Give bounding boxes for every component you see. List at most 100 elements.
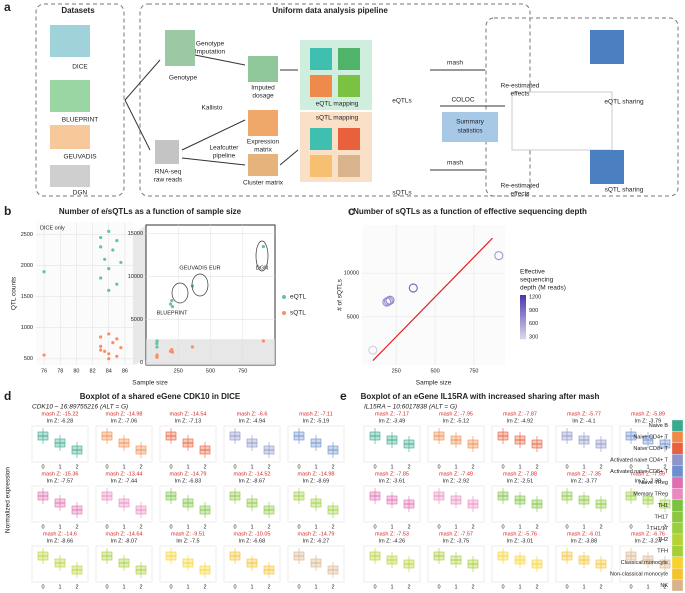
label: Leafcutter bbox=[210, 145, 240, 152]
label: GEUVADIS bbox=[63, 154, 97, 161]
label: depth (M reads) bbox=[520, 285, 566, 292]
label: 5000 bbox=[131, 317, 143, 323]
label: 0 bbox=[501, 464, 504, 470]
label: mash Z: -5.77 bbox=[567, 411, 601, 417]
label: 0 bbox=[437, 584, 440, 590]
label: 2 bbox=[267, 524, 270, 530]
label: 1 bbox=[390, 464, 393, 470]
label: lm Z: -8.07 bbox=[111, 538, 137, 544]
point bbox=[111, 341, 115, 345]
heatmap bbox=[310, 155, 332, 177]
label: 1 bbox=[646, 584, 649, 590]
label: e bbox=[340, 389, 347, 403]
legend-swatch bbox=[671, 556, 684, 569]
label: Activated naive CD8+ T bbox=[610, 469, 668, 475]
point bbox=[383, 296, 394, 306]
label: 750 bbox=[238, 368, 247, 374]
point bbox=[261, 244, 265, 249]
label: DGN bbox=[73, 190, 88, 197]
label: Cluster matrix bbox=[243, 180, 284, 187]
label: 1 bbox=[314, 464, 317, 470]
label: 0 bbox=[501, 524, 504, 530]
heatmap bbox=[338, 128, 360, 150]
label: 76 bbox=[41, 368, 47, 374]
point bbox=[408, 283, 418, 293]
panel-a-icons bbox=[50, 25, 624, 187]
label: lm Z: -6.68 bbox=[239, 538, 265, 544]
label: lm Z: -2.92 bbox=[443, 478, 469, 484]
label: mash Z: -7.85 bbox=[375, 471, 409, 477]
label: BLUEPRINT bbox=[62, 117, 99, 124]
label: 78 bbox=[57, 368, 63, 374]
label: Normalized expression bbox=[5, 467, 12, 533]
label: 2 bbox=[331, 584, 334, 590]
label: mash Z: -9.51 bbox=[171, 531, 205, 537]
legend-swatch bbox=[282, 311, 286, 315]
label: lm Z: -8.66 bbox=[47, 538, 73, 544]
label: 2 bbox=[471, 524, 474, 530]
point bbox=[115, 239, 119, 243]
point bbox=[99, 245, 103, 249]
label: mash Z: -14.79 bbox=[170, 471, 207, 477]
label: 2 bbox=[267, 584, 270, 590]
point bbox=[119, 260, 123, 265]
label: 2 bbox=[407, 584, 410, 590]
label: 0 bbox=[373, 584, 376, 590]
label: 2 bbox=[139, 464, 142, 470]
label: 1 bbox=[582, 524, 585, 530]
label: 0 bbox=[629, 584, 632, 590]
point bbox=[103, 257, 107, 261]
colorbar-step bbox=[520, 317, 526, 320]
label: Imputed bbox=[251, 85, 275, 92]
label: 2000 bbox=[21, 263, 33, 269]
label: 1 bbox=[314, 524, 317, 530]
label: 0 bbox=[565, 524, 568, 530]
point bbox=[261, 339, 265, 343]
label: 250 bbox=[392, 368, 401, 374]
point bbox=[107, 229, 111, 233]
point bbox=[115, 354, 119, 358]
label: lm Z: -4.1 bbox=[572, 418, 595, 424]
label: sequencing bbox=[520, 277, 554, 284]
colorbar-step bbox=[520, 297, 526, 300]
label: 1 bbox=[390, 524, 393, 530]
label: TH1 bbox=[658, 503, 668, 509]
label: 2 bbox=[203, 524, 206, 530]
colorbar-step bbox=[520, 319, 526, 322]
arrows bbox=[124, 54, 505, 171]
plot-area bbox=[362, 225, 505, 365]
arrow bbox=[124, 99, 151, 151]
label: lm Z: -3.24 bbox=[635, 538, 661, 544]
legend-swatch bbox=[671, 522, 684, 535]
label: sQTL mapping bbox=[316, 115, 359, 122]
point bbox=[170, 347, 174, 352]
label: CDK10 – 16:89755216 (ALT = G) bbox=[32, 404, 128, 411]
label: mash Z: -7.95 bbox=[439, 411, 473, 417]
label: TH1/17 bbox=[650, 526, 668, 532]
label: 900 bbox=[529, 308, 538, 314]
label: lm Z: -7.57 bbox=[47, 478, 73, 484]
label: 2 bbox=[663, 584, 666, 590]
label: b bbox=[4, 204, 11, 218]
plot-area bbox=[36, 222, 133, 365]
label: lm Z: -3.61 bbox=[379, 478, 405, 484]
label: 2 bbox=[663, 524, 666, 530]
point bbox=[107, 267, 111, 271]
label: 1 bbox=[454, 584, 457, 590]
label: 0 bbox=[105, 464, 108, 470]
reads-icon bbox=[155, 140, 179, 164]
label: 1 bbox=[646, 464, 649, 470]
label: Naive CD4+ T bbox=[633, 435, 668, 441]
label: lm Z: -5.12 bbox=[443, 418, 469, 424]
label: NK bbox=[660, 583, 668, 589]
label: mash Z: -13.44 bbox=[106, 471, 143, 477]
label: 2 bbox=[75, 524, 78, 530]
label: lm Z: -3.77 bbox=[571, 478, 597, 484]
label: 0 bbox=[140, 360, 143, 366]
label: 0 bbox=[629, 524, 632, 530]
label: 84 bbox=[106, 368, 112, 374]
label: 0 bbox=[629, 464, 632, 470]
label: mash Z: -7.17 bbox=[375, 411, 409, 417]
label: mash Z: -14.79 bbox=[298, 531, 335, 537]
label: sQTLs bbox=[392, 190, 412, 197]
